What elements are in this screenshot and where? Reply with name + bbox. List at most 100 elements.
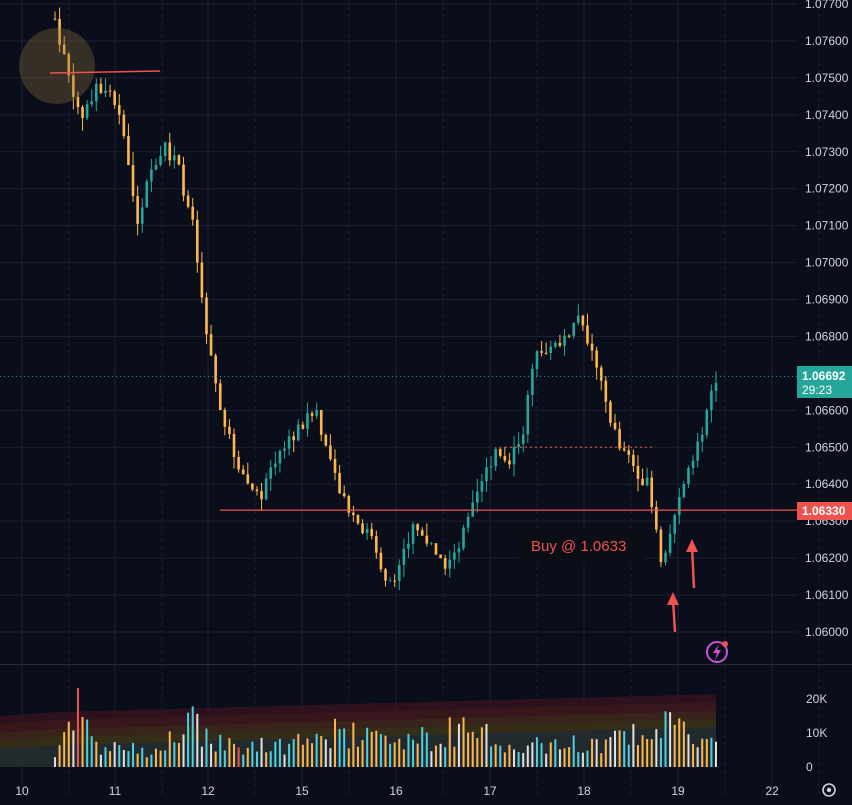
- price-tick-label: 1.06400: [805, 477, 849, 491]
- candle-body: [420, 530, 424, 536]
- candle-body: [384, 569, 387, 581]
- volume-bar: [370, 731, 373, 767]
- candle-body: [485, 467, 488, 482]
- volume-bar: [393, 742, 396, 767]
- candle-body: [508, 460, 511, 465]
- candle-body: [223, 409, 227, 427]
- current-price-countdown: 29:23: [802, 383, 832, 397]
- candle-body: [104, 90, 107, 94]
- volume-bar: [568, 747, 571, 767]
- volume-bar: [462, 717, 465, 767]
- current-price-value: 1.06692: [802, 369, 846, 383]
- volume-bar: [329, 748, 332, 767]
- candle-body: [599, 367, 603, 381]
- candle-body: [131, 165, 135, 197]
- volume-bar: [196, 713, 199, 767]
- price-tick-label: 1.06200: [805, 551, 849, 565]
- time-tick-label: 17: [483, 784, 497, 798]
- candle-body: [122, 114, 126, 136]
- candle-body: [214, 355, 217, 384]
- candle-body: [140, 207, 144, 224]
- candle-body: [283, 448, 286, 451]
- volume-bar: [301, 744, 304, 767]
- volume-bar: [467, 732, 470, 767]
- arrow-up-1: [667, 592, 679, 633]
- volume-bar: [292, 738, 295, 767]
- volume-bar: [255, 751, 258, 767]
- time-tick-label: 12: [201, 784, 215, 798]
- time-axis[interactable]: 10 11 12 15 16 17 18 19 22: [15, 784, 779, 798]
- volume-bar: [692, 744, 695, 767]
- volume-bar: [352, 722, 355, 767]
- candle-body: [76, 96, 80, 108]
- price-tick-label: 1.07700: [805, 0, 849, 11]
- candle-body: [581, 315, 585, 326]
- candle-body: [310, 413, 314, 416]
- volume-bar: [421, 727, 424, 767]
- candle-body: [622, 448, 626, 451]
- volume-bar: [81, 716, 84, 767]
- candle-body: [434, 543, 438, 555]
- candle-body: [347, 496, 351, 513]
- highlight-line: [49, 70, 161, 74]
- volume-bar: [219, 734, 222, 767]
- candle-body: [388, 580, 392, 582]
- volume-bar: [177, 742, 180, 767]
- candle-body: [177, 155, 181, 165]
- candle-body: [604, 380, 608, 402]
- volume-bar: [379, 734, 382, 767]
- candle-body: [287, 436, 291, 449]
- candle-body: [191, 206, 195, 220]
- price-tick-label: 1.06100: [805, 588, 849, 602]
- candle-body: [567, 335, 571, 337]
- volume-bar: [200, 746, 203, 767]
- candle-body: [53, 18, 57, 20]
- volume-bar: [457, 723, 460, 767]
- volume-bar: [586, 750, 589, 767]
- price-tick-label: 1.07100: [805, 219, 849, 233]
- candle-body: [232, 433, 236, 457]
- gear-icon[interactable]: [822, 783, 836, 797]
- volume-bar: [425, 732, 428, 767]
- candle-body: [182, 164, 185, 196]
- price-tick-label: 1.06900: [805, 293, 849, 307]
- volume-bar: [76, 688, 79, 767]
- time-tick-label: 22: [765, 784, 779, 798]
- volume-bar: [503, 752, 506, 767]
- candle-body: [476, 491, 479, 503]
- candle-body: [352, 512, 355, 516]
- candle-body: [81, 107, 84, 119]
- candle-body: [595, 350, 598, 368]
- volume-bar: [127, 751, 130, 767]
- volume-bar: [572, 735, 575, 767]
- candle-body: [246, 474, 250, 484]
- volume-bar: [118, 745, 121, 767]
- candle-body: [375, 536, 378, 553]
- volume-bar: [265, 752, 268, 767]
- volume-bar: [54, 757, 56, 767]
- volume-bar: [476, 737, 479, 767]
- candle-body: [700, 434, 704, 442]
- volume-bar: [99, 754, 102, 767]
- candle-body: [572, 322, 576, 336]
- volume-bar: [646, 738, 649, 767]
- arrow-up-2: [686, 539, 698, 589]
- volume-axis[interactable]: 20K 10K 0: [806, 692, 827, 774]
- volume-bar: [485, 723, 488, 767]
- time-tick-label: 11: [109, 784, 122, 798]
- lightning-button[interactable]: [706, 641, 728, 663]
- candle-body: [494, 449, 497, 467]
- volume-bar: [150, 754, 153, 767]
- candle-body: [677, 497, 681, 516]
- volume-bar: [545, 753, 548, 767]
- price-axis[interactable]: 1.07700 1.07600 1.07500 1.07400 1.07300 1.072…: [805, 0, 849, 639]
- volume-bar: [58, 745, 61, 767]
- candle-body: [255, 489, 259, 492]
- volume-bar: [86, 719, 89, 767]
- candle-body: [521, 434, 525, 444]
- volume-bar: [531, 742, 534, 767]
- volume-bar: [154, 748, 157, 767]
- buy-annotation: Buy @ 1.0633: [518, 530, 644, 562]
